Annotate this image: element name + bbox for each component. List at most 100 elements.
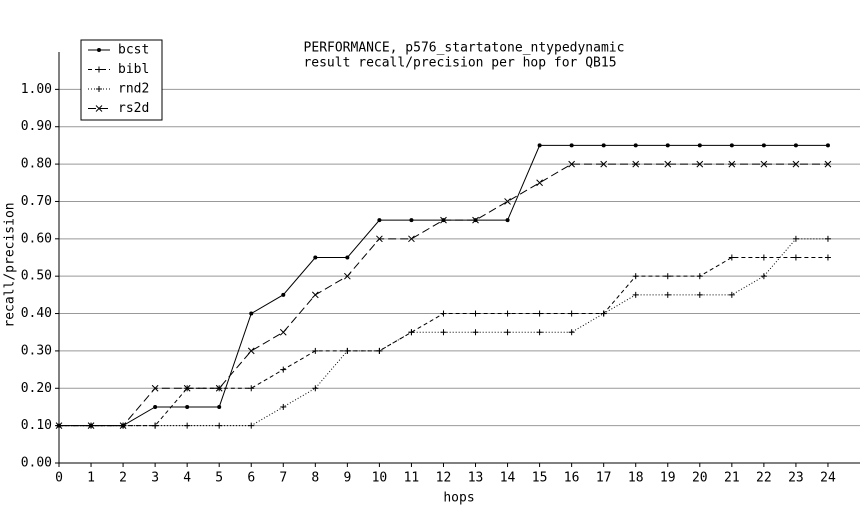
- x-tick-label: 18: [628, 471, 644, 486]
- y-tick-label: 1.00: [21, 82, 52, 97]
- marker: [248, 422, 255, 429]
- marker-dot: [793, 143, 798, 148]
- marker-dot: [569, 143, 574, 148]
- marker: [793, 143, 798, 148]
- x-tick-label: 1: [87, 471, 95, 486]
- marker-dot: [313, 255, 318, 260]
- x-tick-label: 14: [500, 471, 516, 486]
- x-tick-label: 8: [311, 471, 319, 486]
- marker: [183, 384, 191, 392]
- marker: [408, 235, 415, 243]
- marker-stroke: [824, 160, 832, 168]
- marker-stroke: [55, 422, 63, 429]
- marker-stroke: [568, 160, 575, 168]
- x-tick-label: 6: [247, 471, 255, 486]
- marker: [792, 235, 799, 242]
- y-tick-label: 0.30: [21, 343, 52, 358]
- x-tick-label: 22: [756, 471, 772, 486]
- marker: [312, 385, 319, 392]
- marker-stroke: [311, 291, 319, 299]
- marker: [248, 385, 255, 392]
- marker: [440, 310, 447, 317]
- marker: [344, 272, 351, 280]
- marker-stroke: [600, 160, 608, 168]
- x-tick-label: 23: [788, 471, 804, 486]
- marker-dot: [185, 404, 190, 409]
- x-tick-label: 21: [724, 471, 740, 486]
- marker: [249, 311, 254, 316]
- marker: [568, 160, 575, 168]
- marker-dot: [249, 311, 254, 316]
- marker: [632, 160, 640, 168]
- marker-dot: [601, 143, 606, 148]
- y-tick-label: 0.90: [21, 119, 52, 134]
- marker: [184, 422, 191, 429]
- marker: [729, 143, 734, 148]
- marker: [664, 291, 671, 298]
- marker: [728, 254, 735, 261]
- marker: [152, 422, 159, 429]
- marker: [215, 384, 223, 392]
- chart-subtitle: result recall/precision per hop for QB15: [303, 56, 616, 71]
- marker: [281, 292, 286, 297]
- marker: [280, 366, 287, 373]
- y-tick-label: 0.00: [21, 456, 52, 471]
- marker-stroke: [87, 422, 95, 429]
- x-tick-label: 24: [820, 471, 836, 486]
- marker: [760, 254, 767, 261]
- marker: [632, 273, 639, 280]
- y-tick-label: 0.40: [21, 306, 52, 321]
- marker: [536, 329, 543, 336]
- x-tick-label: 0: [55, 471, 63, 486]
- x-tick-label: 20: [692, 471, 708, 486]
- marker: [664, 273, 671, 280]
- x-tick-label: 11: [404, 471, 420, 486]
- marker-dot: [761, 143, 766, 148]
- marker: [760, 160, 768, 168]
- marker: [824, 160, 832, 168]
- marker: [600, 160, 608, 168]
- marker: [185, 404, 190, 409]
- x-tick-label: 13: [468, 471, 484, 486]
- y-tick-label: 0.70: [21, 194, 52, 209]
- legend-box: [80, 39, 163, 121]
- marker-dot: [825, 143, 830, 148]
- marker: [377, 218, 382, 223]
- marker-dot: [697, 143, 702, 148]
- marker: [216, 422, 223, 429]
- chart-title: PERFORMANCE, p576_startatone_ntypedynami…: [304, 41, 625, 56]
- x-tick-label: 12: [436, 471, 452, 486]
- marker-stroke: [95, 105, 103, 112]
- marker: [408, 329, 415, 336]
- y-tick-label: 0.20: [21, 381, 52, 396]
- marker-dot: [153, 404, 158, 409]
- marker: [632, 291, 639, 298]
- marker: [696, 291, 703, 298]
- marker: [376, 235, 383, 243]
- y-tick-label: 0.50: [21, 269, 52, 284]
- marker-dot: [409, 218, 414, 223]
- marker: [824, 254, 831, 261]
- marker-dot: [345, 255, 350, 260]
- x-tick-label: 5: [215, 471, 223, 486]
- y-tick-label: 0.80: [21, 157, 52, 172]
- x-tick-label: 2: [119, 471, 127, 486]
- marker-dot: [97, 48, 101, 52]
- marker: [825, 143, 830, 148]
- marker: [344, 347, 351, 354]
- legend-label: bcst: [118, 43, 149, 58]
- x-tick-label: 17: [596, 471, 612, 486]
- x-tick-label: 3: [151, 471, 159, 486]
- marker: [504, 310, 511, 317]
- legend-label: bibl: [118, 62, 149, 77]
- x-tick-label: 15: [532, 471, 548, 486]
- marker: [760, 273, 767, 280]
- marker: [761, 143, 766, 148]
- marker: [568, 310, 575, 317]
- marker: [247, 347, 255, 355]
- marker: [792, 160, 800, 168]
- marker: [409, 218, 414, 223]
- marker: [95, 105, 103, 112]
